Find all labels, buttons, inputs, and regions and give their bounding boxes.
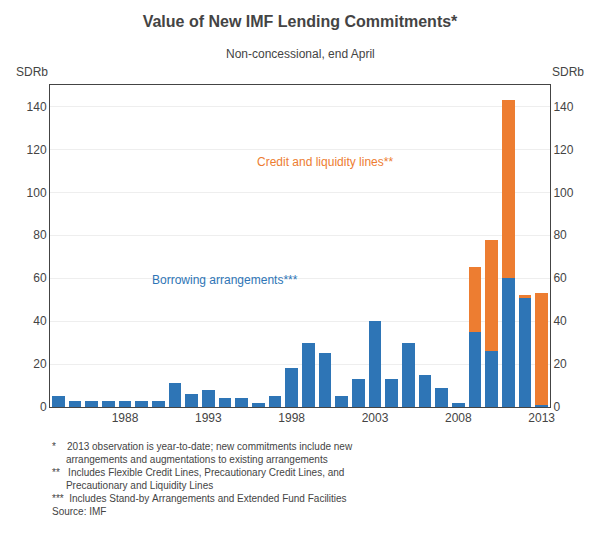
svg-text:1998: 1998 <box>278 411 305 425</box>
svg-text:0: 0 <box>553 400 560 414</box>
svg-text:80: 80 <box>33 228 47 242</box>
svg-text:20: 20 <box>33 357 47 371</box>
svg-text:* 2013 observation is year-: * 2013 observation is year-to-date; new … <box>52 441 353 517</box>
svg-text:SDRb: SDRb <box>552 65 584 79</box>
svg-text:140: 140 <box>553 100 573 114</box>
svg-text:120: 120 <box>27 143 47 157</box>
svg-text:2003: 2003 <box>362 411 389 425</box>
svg-text:20: 20 <box>553 357 567 371</box>
svg-text:140: 140 <box>27 100 47 114</box>
svg-text:Non-concessional, end April: Non-concessional, end April <box>226 47 375 61</box>
svg-text:2013: 2013 <box>528 411 555 425</box>
svg-text:60: 60 <box>33 271 47 285</box>
svg-text:40: 40 <box>33 314 47 328</box>
svg-text:100: 100 <box>27 186 47 200</box>
svg-text:80: 80 <box>553 228 567 242</box>
svg-text:40: 40 <box>553 314 567 328</box>
svg-text:Credit and liquidity lines**: Credit and liquidity lines** <box>257 155 393 169</box>
svg-text:1993: 1993 <box>195 411 222 425</box>
svg-text:60: 60 <box>553 271 567 285</box>
svg-text:2008: 2008 <box>445 411 472 425</box>
svg-text:0: 0 <box>40 400 47 414</box>
svg-text:Value of New IMF Lending Commi: Value of New IMF Lending Commitments* <box>143 13 458 30</box>
svg-text:1988: 1988 <box>112 411 139 425</box>
svg-text:120: 120 <box>553 143 573 157</box>
svg-text:SDRb: SDRb <box>16 65 48 79</box>
svg-text:Borrowing arrangements***: Borrowing arrangements*** <box>152 273 298 287</box>
svg-text:100: 100 <box>553 186 573 200</box>
